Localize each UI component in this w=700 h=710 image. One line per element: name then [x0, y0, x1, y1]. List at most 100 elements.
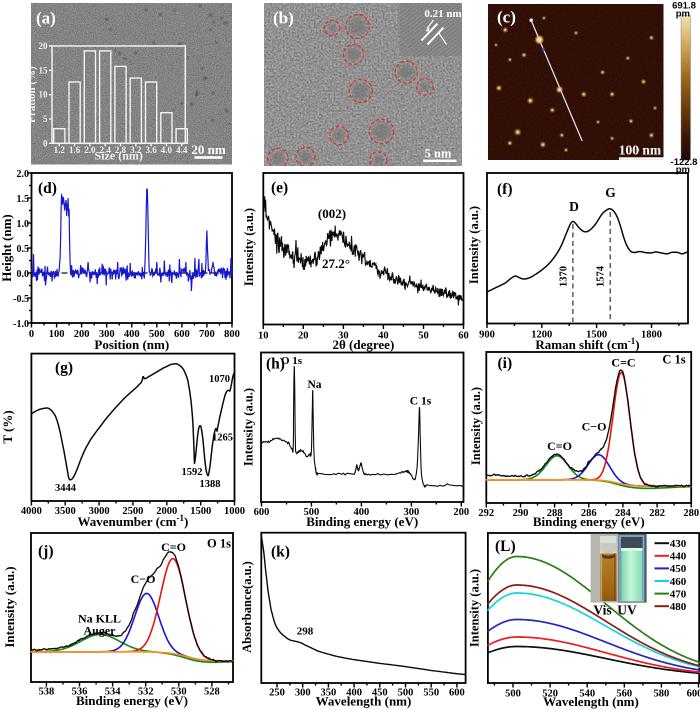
svg-text:Na: Na	[308, 379, 322, 391]
svg-text:2.8: 2.8	[115, 145, 127, 155]
svg-text:300: 300	[295, 688, 311, 699]
svg-text:Wavenumber (cm-1): Wavenumber (cm-1)	[77, 513, 188, 529]
svg-text:2.0: 2.0	[84, 145, 96, 155]
svg-text:2500: 2500	[122, 506, 143, 517]
svg-text:528: 528	[204, 687, 220, 698]
svg-text:560: 560	[616, 689, 632, 700]
svg-text:Binding energy (eV): Binding energy (eV)	[533, 514, 645, 529]
svg-text:1.6: 1.6	[69, 145, 81, 155]
svg-text:5 nm: 5 nm	[425, 147, 452, 161]
svg-text:C−O: C−O	[582, 420, 607, 434]
svg-text:1070: 1070	[209, 374, 230, 385]
svg-text:600: 600	[687, 689, 700, 700]
svg-text:1592: 1592	[182, 467, 203, 478]
svg-text:Intensity (a.u.): Intensity (a.u.)	[469, 387, 483, 465]
svg-text:Binding energy (eV): Binding energy (eV)	[76, 693, 188, 708]
svg-text:Intensity (a.u.): Intensity (a.u.)	[242, 388, 256, 466]
svg-text:20 nm: 20 nm	[191, 142, 225, 157]
svg-text:700: 700	[199, 329, 215, 340]
svg-text:298: 298	[297, 626, 314, 638]
svg-text:(d): (d)	[38, 180, 57, 197]
svg-text:300: 300	[404, 507, 420, 518]
svg-text:C 1s: C 1s	[410, 396, 432, 408]
svg-text:440: 440	[670, 551, 687, 563]
svg-text:Intensity (a.u.): Intensity (a.u.)	[468, 569, 482, 647]
svg-text:200: 200	[74, 329, 90, 340]
svg-text:400: 400	[124, 329, 140, 340]
svg-text:3500: 3500	[55, 506, 76, 517]
svg-text:10: 10	[39, 90, 49, 100]
svg-text:3.6: 3.6	[145, 145, 157, 155]
svg-text:0.21 nm: 0.21 nm	[424, 8, 461, 20]
svg-text:600: 600	[254, 507, 270, 518]
svg-text:C 1s: C 1s	[662, 353, 685, 367]
svg-text:100 nm: 100 nm	[619, 143, 662, 158]
svg-text:0: 0	[43, 138, 48, 148]
svg-text:2.0: 2.0	[17, 169, 30, 180]
svg-text:Wavelength (nm): Wavelength (nm)	[316, 694, 412, 709]
svg-text:290: 290	[513, 508, 529, 519]
svg-text:800: 800	[224, 329, 240, 340]
svg-text:(j): (j)	[38, 543, 54, 560]
svg-text:20: 20	[298, 331, 309, 342]
svg-text:Position (nm): Position (nm)	[94, 337, 169, 352]
svg-text:4.4: 4.4	[176, 145, 188, 155]
svg-text:Size (nm): Size (nm)	[95, 149, 143, 163]
svg-text:0: 0	[29, 329, 34, 340]
svg-text:(f): (f)	[497, 181, 513, 198]
svg-text:5: 5	[43, 114, 48, 124]
svg-text:288: 288	[547, 508, 563, 519]
svg-text:282: 282	[649, 508, 665, 519]
svg-text:1.5: 1.5	[17, 194, 30, 205]
svg-text:(e): (e)	[271, 180, 288, 197]
svg-text:1000: 1000	[224, 506, 245, 517]
svg-text:UV: UV	[617, 603, 637, 618]
svg-text:1574: 1574	[596, 265, 607, 287]
svg-text:1200: 1200	[531, 330, 552, 341]
svg-text:Height (nm): Height (nm)	[0, 214, 14, 282]
svg-text:-1.0: -1.0	[13, 319, 29, 330]
svg-text:T (%): T (%)	[0, 410, 15, 443]
svg-text:430: 430	[670, 538, 687, 550]
svg-text:500: 500	[304, 507, 320, 518]
svg-text:400: 400	[346, 688, 362, 699]
svg-text:(c): (c)	[497, 8, 516, 27]
svg-text:691.8: 691.8	[672, 1, 696, 12]
svg-text:900: 900	[479, 330, 495, 341]
svg-text:(a): (a)	[36, 9, 56, 28]
svg-text:3444: 3444	[55, 483, 77, 494]
svg-text:350: 350	[321, 688, 337, 699]
svg-text:pm: pm	[676, 9, 690, 20]
svg-text:Vis: Vis	[593, 603, 611, 618]
svg-text:400: 400	[354, 507, 370, 518]
svg-text:450: 450	[372, 688, 388, 699]
svg-text:O 1s: O 1s	[207, 537, 231, 551]
svg-text:4000: 4000	[21, 506, 42, 517]
svg-text:15: 15	[39, 65, 49, 75]
svg-text:(002): (002)	[318, 206, 346, 221]
svg-text:500: 500	[505, 689, 521, 700]
svg-text:1500: 1500	[190, 506, 211, 517]
svg-text:G: G	[605, 185, 616, 200]
svg-text:0.5: 0.5	[17, 244, 30, 255]
svg-text:Auger: Auger	[84, 624, 117, 638]
svg-text:10: 10	[258, 331, 269, 342]
svg-text:(k): (k)	[271, 544, 290, 561]
svg-text:536: 536	[72, 687, 88, 698]
svg-text:286: 286	[581, 508, 597, 519]
svg-text:1388: 1388	[200, 479, 221, 490]
svg-text:Raman shift (cm-1): Raman shift (cm-1)	[535, 336, 639, 352]
svg-text:Intensity (a.u.): Intensity (a.u.)	[242, 208, 256, 286]
svg-text:2000: 2000	[156, 506, 177, 517]
svg-text:30: 30	[338, 331, 349, 342]
svg-text:O 1s: O 1s	[281, 355, 303, 367]
svg-text:480: 480	[670, 601, 687, 613]
svg-text:Intensity (a.u.): Intensity (a.u.)	[467, 206, 481, 284]
svg-text:538: 538	[39, 687, 55, 698]
svg-text:50: 50	[418, 331, 429, 342]
svg-text:600: 600	[174, 329, 190, 340]
svg-text:C=C: C=C	[611, 356, 635, 370]
svg-text:(i): (i)	[498, 355, 513, 372]
svg-text:500: 500	[398, 688, 414, 699]
svg-text:284: 284	[615, 508, 632, 519]
